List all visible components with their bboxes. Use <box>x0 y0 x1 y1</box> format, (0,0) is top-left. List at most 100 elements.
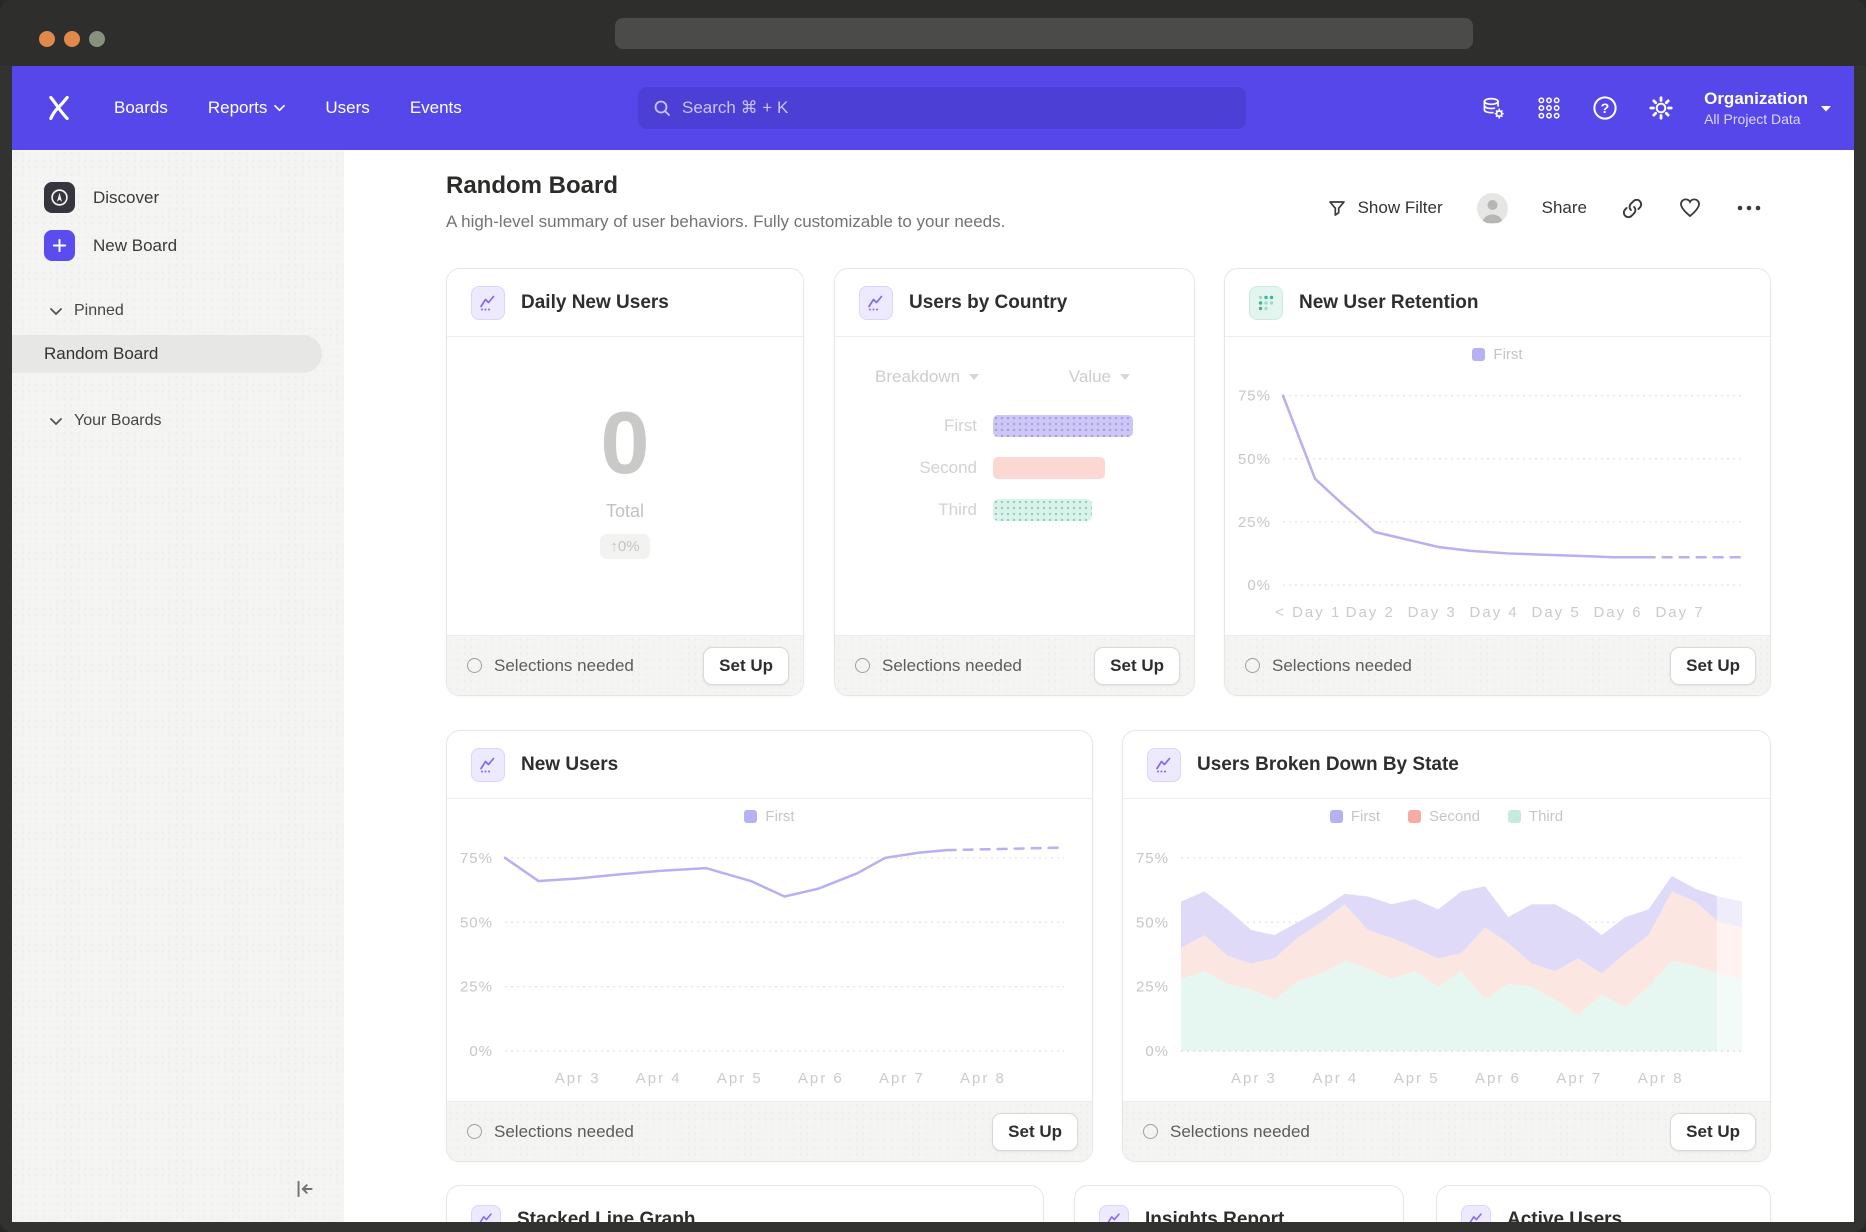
metric-value: 0 <box>601 399 650 487</box>
bar-row: Second <box>835 457 1194 479</box>
sidebar-item-discover[interactable]: Discover <box>44 182 159 213</box>
legend-item: First <box>1472 346 1522 363</box>
org-caret-icon <box>1820 104 1832 113</box>
card-status: Selections needed <box>467 1122 634 1142</box>
apps-grid-icon[interactable] <box>1536 95 1562 121</box>
svg-text:Day 6: Day 6 <box>1593 604 1642 621</box>
card-title: Insights Report <box>1145 1209 1284 1222</box>
svg-text:Apr 6: Apr 6 <box>1475 1070 1521 1087</box>
insights-chart-icon <box>1461 1205 1491 1222</box>
share-button[interactable]: Share <box>1542 198 1587 218</box>
card-title: Active Users <box>1507 1209 1622 1222</box>
bar-row: First <box>835 415 1194 437</box>
org-name: Organization <box>1704 89 1808 109</box>
svg-text:Day 5: Day 5 <box>1532 604 1581 621</box>
chart-legend: First <box>447 799 1092 833</box>
top-navbar: Boards Reports Users Events <box>12 66 1854 150</box>
search-input[interactable] <box>682 98 1232 118</box>
state-area-chart: 75%50%25%0%Apr 3Apr 4Apr 5Apr 6Apr 7Apr … <box>1123 833 1770 1097</box>
insights-chart-icon <box>471 1205 501 1222</box>
nav-item-boards[interactable]: Boards <box>114 98 168 118</box>
svg-text:50%: 50% <box>460 914 493 931</box>
setup-button[interactable]: Set Up <box>703 647 789 685</box>
bar-second <box>993 457 1105 479</box>
sidebar-item-new-board[interactable]: New Board <box>44 230 177 261</box>
caret-down-icon <box>969 374 979 380</box>
sidebar-collapse-icon[interactable] <box>292 1177 316 1206</box>
svg-text:0%: 0% <box>1145 1043 1169 1060</box>
search-icon <box>652 98 672 118</box>
filter-funnel-icon <box>1327 198 1347 218</box>
svg-text:Day 4: Day 4 <box>1470 604 1519 621</box>
setup-button[interactable]: Set Up <box>1670 1113 1756 1151</box>
chevron-down-icon <box>50 417 62 426</box>
org-switcher[interactable]: Organization All Project Data <box>1704 89 1832 127</box>
svg-text:Apr 8: Apr 8 <box>1638 1070 1684 1087</box>
svg-text:Day 2: Day 2 <box>1346 604 1395 621</box>
help-icon[interactable]: ? <box>1592 95 1618 121</box>
svg-text:25%: 25% <box>460 979 493 996</box>
nav-item-reports[interactable]: Reports <box>208 98 286 118</box>
card-title: New Users <box>521 754 618 776</box>
card-new-user-retention: New User Retention First 75%50%25%0%< Da… <box>1224 268 1771 696</box>
bar-first <box>993 415 1133 437</box>
window-zoom-button[interactable] <box>89 31 105 47</box>
card-daily-new-users: Daily New Users 0 Total ↑0% Selections n… <box>446 268 804 696</box>
window-minimize-button[interactable] <box>64 31 80 47</box>
svg-text:Day 3: Day 3 <box>1408 604 1457 621</box>
setup-button[interactable]: Set Up <box>992 1113 1078 1151</box>
nav-item-users[interactable]: Users <box>325 98 369 118</box>
sidebar-item-random-board[interactable]: Random Board <box>12 335 322 373</box>
org-project: All Project Data <box>1704 111 1808 127</box>
global-search[interactable] <box>638 87 1246 129</box>
nav-item-events[interactable]: Events <box>410 98 462 118</box>
svg-text:< Day 1: < Day 1 <box>1275 604 1341 621</box>
breakdown-dropdown[interactable]: Breakdown <box>875 367 979 387</box>
chart-legend: First <box>1225 337 1770 371</box>
svg-text:50%: 50% <box>1136 914 1169 931</box>
page-title: Random Board <box>446 172 618 200</box>
card-active-users: Active Users <box>1436 1185 1771 1222</box>
status-circle-icon <box>467 1124 482 1139</box>
setup-button[interactable]: Set Up <box>1670 647 1756 685</box>
settings-gear-icon[interactable] <box>1648 95 1674 121</box>
url-bar[interactable] <box>615 18 1473 49</box>
chevron-down-icon <box>50 307 62 316</box>
plus-icon <box>44 230 75 261</box>
card-stacked-line-graph: Stacked Line Graph <box>446 1185 1044 1222</box>
favorite-heart-icon[interactable] <box>1678 196 1702 220</box>
card-title: New User Retention <box>1299 292 1478 314</box>
card-insights-report: Insights Report <box>1074 1185 1404 1222</box>
copy-link-icon[interactable] <box>1621 197 1644 220</box>
card-title: Daily New Users <box>521 292 669 314</box>
browser-chrome <box>0 0 1866 66</box>
insights-chart-icon <box>471 748 505 782</box>
card-status: Selections needed <box>1245 656 1412 676</box>
status-circle-icon <box>1245 658 1260 673</box>
more-options-icon[interactable] <box>1736 203 1762 213</box>
legend-item: First <box>744 808 794 825</box>
svg-text:75%: 75% <box>1238 388 1271 405</box>
svg-text:75%: 75% <box>460 850 493 867</box>
retention-chart: 75%50%25%0%< Day 1Day 2Day 3Day 4Day 5Da… <box>1225 371 1770 631</box>
svg-text:Apr 7: Apr 7 <box>879 1070 925 1087</box>
mixpanel-logo-icon[interactable] <box>44 93 74 123</box>
sidebar-section-pinned[interactable]: Pinned <box>50 302 124 320</box>
card-status: Selections needed <box>855 656 1022 676</box>
card-title: Stacked Line Graph <box>517 1209 695 1222</box>
card-status: Selections needed <box>1143 1122 1310 1142</box>
setup-button[interactable]: Set Up <box>1094 647 1180 685</box>
svg-text:Day 7: Day 7 <box>1655 604 1704 621</box>
value-dropdown[interactable]: Value <box>1069 367 1130 387</box>
window-close-button[interactable] <box>39 31 55 47</box>
metric-label: Total <box>606 501 644 522</box>
insights-chart-icon <box>1147 748 1181 782</box>
data-management-icon[interactable] <box>1480 95 1506 121</box>
card-users-by-state: Users Broken Down By State FirstSecondTh… <box>1122 730 1771 1162</box>
avatar[interactable] <box>1477 193 1508 224</box>
svg-text:Apr 7: Apr 7 <box>1556 1070 1602 1087</box>
sidebar-section-your-boards[interactable]: Your Boards <box>50 412 161 430</box>
insights-chart-icon <box>1099 1205 1129 1222</box>
show-filter-button[interactable]: Show Filter <box>1327 198 1443 218</box>
svg-text:Apr 3: Apr 3 <box>555 1070 601 1087</box>
